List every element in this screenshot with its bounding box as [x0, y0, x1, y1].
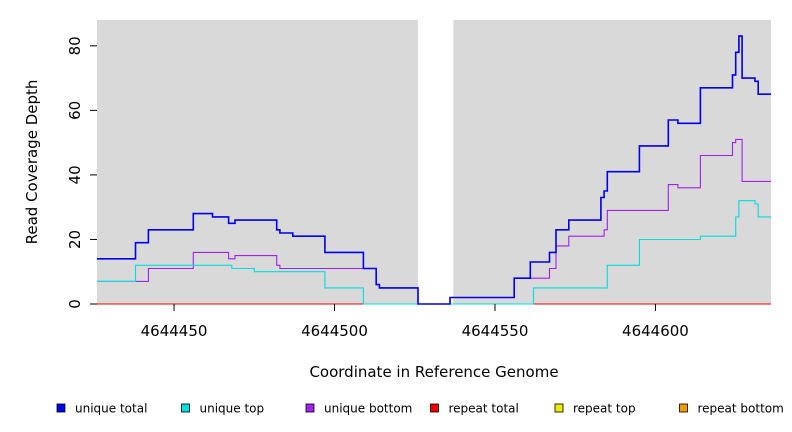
- series-line-unique-top: [97, 200, 771, 305]
- series-line-unique-total: [97, 35, 771, 305]
- legend-label: repeat top: [573, 402, 636, 416]
- legend: unique total unique top unique bottom repea…: [56, 402, 784, 416]
- y-axis-title: Read Coverage Depth: [23, 80, 41, 245]
- legend-swatch: [554, 403, 564, 413]
- x-tick-label: 4644600: [622, 322, 689, 340]
- gap-region: [417, 20, 454, 304]
- legend-swatch: [56, 403, 66, 413]
- legend-swatch: [181, 403, 190, 413]
- y-tick-label: 40: [66, 165, 84, 184]
- legend-label: unique top: [200, 402, 265, 416]
- y-tick-label: 60: [66, 101, 84, 120]
- legend-swatch: [679, 403, 688, 413]
- y-tick-label: 20: [66, 230, 84, 249]
- legend-swatch: [305, 403, 315, 413]
- x-tick-label: 4644500: [301, 322, 368, 340]
- legend-label: repeat bottom: [698, 402, 784, 416]
- x-tick-label: 4644450: [141, 322, 208, 340]
- x-tick-label: 4644550: [462, 322, 529, 340]
- series-line-unique-bottom: [97, 138, 771, 305]
- legend-swatch: [430, 403, 439, 413]
- legend-label: unique bottom: [324, 402, 412, 416]
- x-axis-title: Coordinate in Reference Genome: [309, 363, 558, 381]
- legend-label: repeat total: [449, 402, 519, 416]
- y-tick-label: 0: [66, 299, 84, 309]
- legend-label: unique total: [75, 402, 147, 416]
- axis-layer: 4644450 4644500 4644550 4644600 0 20 40 60 80: [66, 36, 689, 340]
- series-layer: [97, 35, 771, 305]
- y-tick-label: 80: [66, 36, 84, 55]
